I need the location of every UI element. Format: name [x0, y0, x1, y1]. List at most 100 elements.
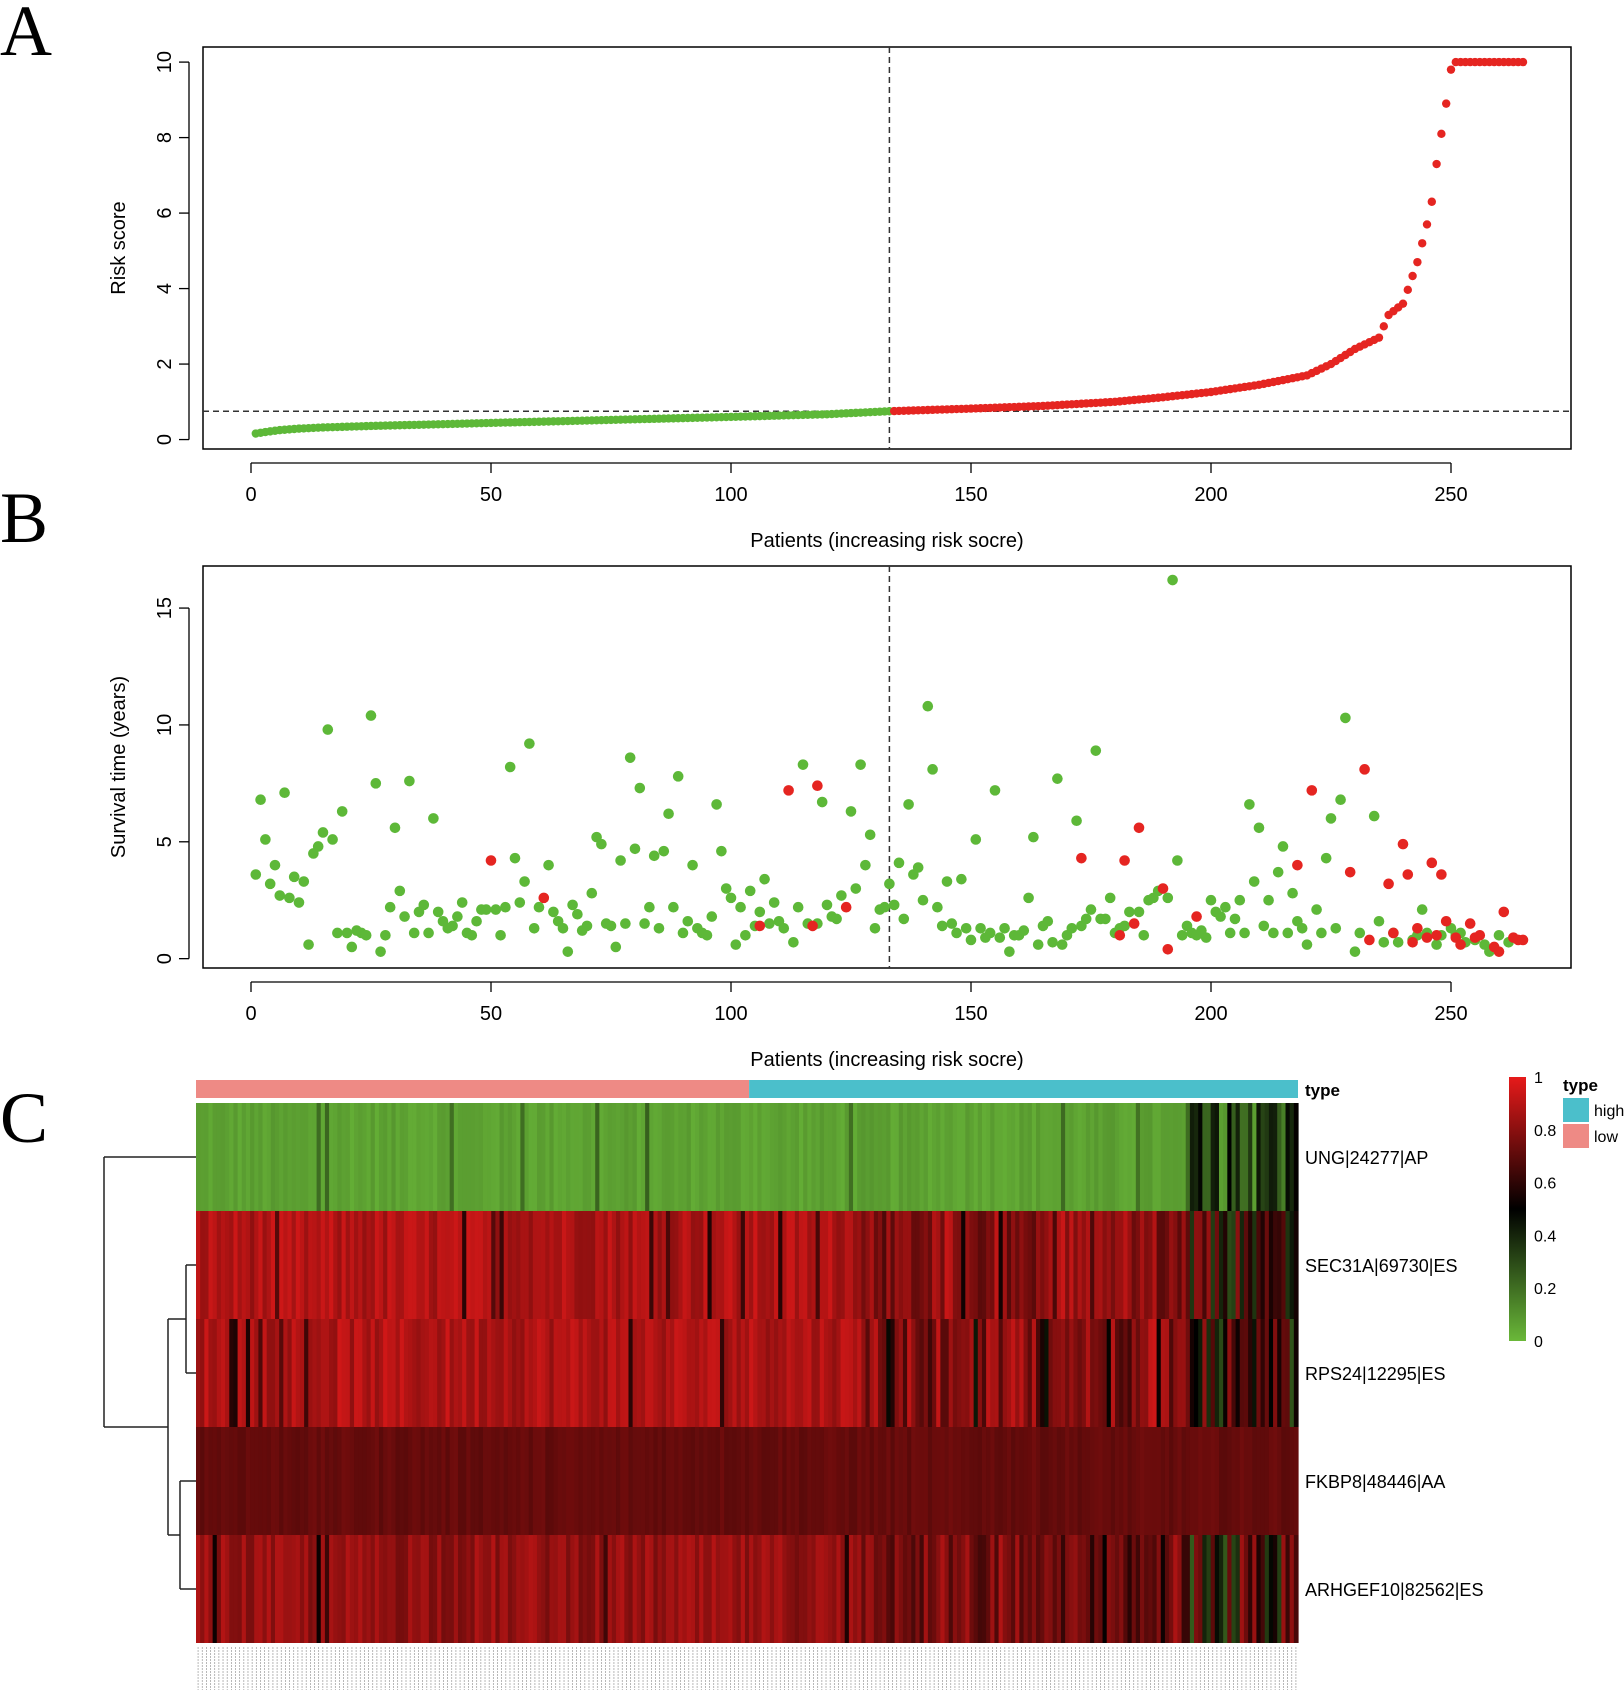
heatmap-cell	[1110, 1535, 1116, 1643]
heatmap-cell	[682, 1535, 688, 1643]
heatmap-cell	[724, 1535, 729, 1643]
heatmap-cell	[349, 1427, 355, 1535]
heatmap-cell	[919, 1427, 925, 1535]
heatmap-cell	[732, 1427, 738, 1535]
survival-point-alive	[658, 845, 670, 857]
heatmap-cell	[491, 1103, 497, 1211]
heatmap-cell	[512, 1427, 517, 1535]
heatmap-cell	[927, 1427, 933, 1535]
heatmap-cell	[1123, 1103, 1129, 1211]
heatmap-cell	[295, 1319, 301, 1427]
heatmap-cell	[952, 1535, 958, 1643]
heatmap-cell	[1060, 1211, 1066, 1319]
heatmap-cell	[628, 1427, 634, 1535]
heatmap-cell	[695, 1427, 700, 1535]
heatmap-cell	[378, 1535, 384, 1643]
heatmap-cell	[957, 1427, 962, 1535]
risk-score-x-tick-label: 150	[954, 484, 987, 506]
heatmap-cell	[1060, 1103, 1066, 1211]
heatmap-cell	[557, 1535, 563, 1643]
heatmap-cell	[208, 1427, 214, 1535]
heatmap-cell	[782, 1427, 788, 1535]
heatmap-cell	[1243, 1535, 1249, 1643]
heatmap-cell	[324, 1319, 330, 1427]
heatmap-cell	[495, 1319, 501, 1427]
risk-score-point-high	[1432, 159, 1441, 169]
heatmap-cell	[853, 1319, 858, 1427]
heatmap-cell	[1090, 1211, 1095, 1319]
heatmap-cell	[491, 1211, 497, 1319]
heatmap-cell	[499, 1211, 505, 1319]
heatmap-cell	[536, 1103, 542, 1211]
heatmap-cell	[986, 1103, 991, 1211]
heatmap-cell	[295, 1103, 301, 1211]
heatmap-cell	[520, 1427, 526, 1535]
heatmap-cell	[358, 1103, 363, 1211]
heatmap-cell	[994, 1211, 1000, 1319]
heatmap-cell	[990, 1427, 996, 1535]
heatmap-cell	[707, 1211, 713, 1319]
heatmap-cell	[204, 1319, 210, 1427]
heatmap-cell	[769, 1319, 775, 1427]
survival-point-alive	[860, 859, 871, 871]
heatmap-cell	[873, 1535, 879, 1643]
heatmap-cell	[1139, 1211, 1145, 1319]
survival-point-alive	[298, 876, 310, 887]
heatmap-cell	[1285, 1103, 1291, 1211]
heatmap-cell	[740, 1427, 746, 1535]
survival-point-alive	[528, 922, 540, 934]
heatmap-cell	[1069, 1319, 1075, 1427]
heatmap-cell	[341, 1319, 347, 1427]
heatmap-cell	[449, 1535, 455, 1643]
heatmap-cell	[1218, 1319, 1224, 1427]
survival-x-axis-label: Patients (increasing risk socre)	[750, 1049, 1023, 1071]
heatmap-cell	[1077, 1103, 1083, 1211]
survival-point-alive	[1239, 927, 1250, 939]
heatmap-cell	[944, 1103, 950, 1211]
survival-point-alive	[1272, 866, 1284, 878]
heatmap-cell	[1110, 1211, 1116, 1319]
heatmap-cell	[557, 1427, 563, 1535]
heatmap-cell	[815, 1211, 821, 1319]
heatmap-cell	[686, 1211, 692, 1319]
heatmap-cell	[308, 1103, 314, 1211]
heatmap-cell	[1277, 1319, 1282, 1427]
heatmap-cell	[877, 1427, 883, 1535]
heatmap-cell	[291, 1535, 297, 1643]
heatmap-cell	[902, 1211, 908, 1319]
heatmap-cell	[387, 1535, 393, 1643]
survival-point-dead	[1344, 866, 1356, 878]
heatmap-cell	[636, 1427, 642, 1535]
heatmap-cell	[911, 1535, 917, 1643]
heatmap-cell	[553, 1535, 559, 1643]
heatmap-cell	[828, 1319, 833, 1427]
heatmap-cell	[815, 1535, 821, 1643]
heatmap-cell	[566, 1427, 571, 1535]
heatmap-cell	[233, 1103, 239, 1211]
heatmap-cell	[861, 1211, 867, 1319]
heatmap-cell	[678, 1103, 684, 1211]
heatmap-cell	[1218, 1535, 1224, 1643]
survival-point-alive	[1176, 929, 1188, 941]
heatmap-cell	[341, 1427, 347, 1535]
heatmap-cell	[208, 1319, 214, 1427]
heatmap-cell	[200, 1103, 205, 1211]
heatmap-cell	[728, 1427, 734, 1535]
heatmap-cell	[1189, 1103, 1195, 1211]
survival-point-alive	[490, 904, 502, 915]
heatmap-cell	[507, 1211, 513, 1319]
heatmap-cell	[1185, 1211, 1191, 1319]
heatmap-cell	[778, 1319, 783, 1427]
heatmap-cell	[466, 1319, 472, 1427]
heatmap-cell	[574, 1211, 580, 1319]
heatmap-cell	[561, 1211, 567, 1319]
heatmap-cell	[1160, 1319, 1166, 1427]
heatmap-cell	[216, 1535, 222, 1643]
heatmap-cell	[761, 1427, 767, 1535]
heatmap-cell	[1031, 1535, 1037, 1643]
heatmap-cell	[620, 1319, 625, 1427]
heatmap-cell	[466, 1211, 472, 1319]
heatmap-cell	[961, 1427, 966, 1535]
heatmap-cell	[470, 1319, 476, 1427]
heatmap-cell	[1102, 1535, 1108, 1643]
